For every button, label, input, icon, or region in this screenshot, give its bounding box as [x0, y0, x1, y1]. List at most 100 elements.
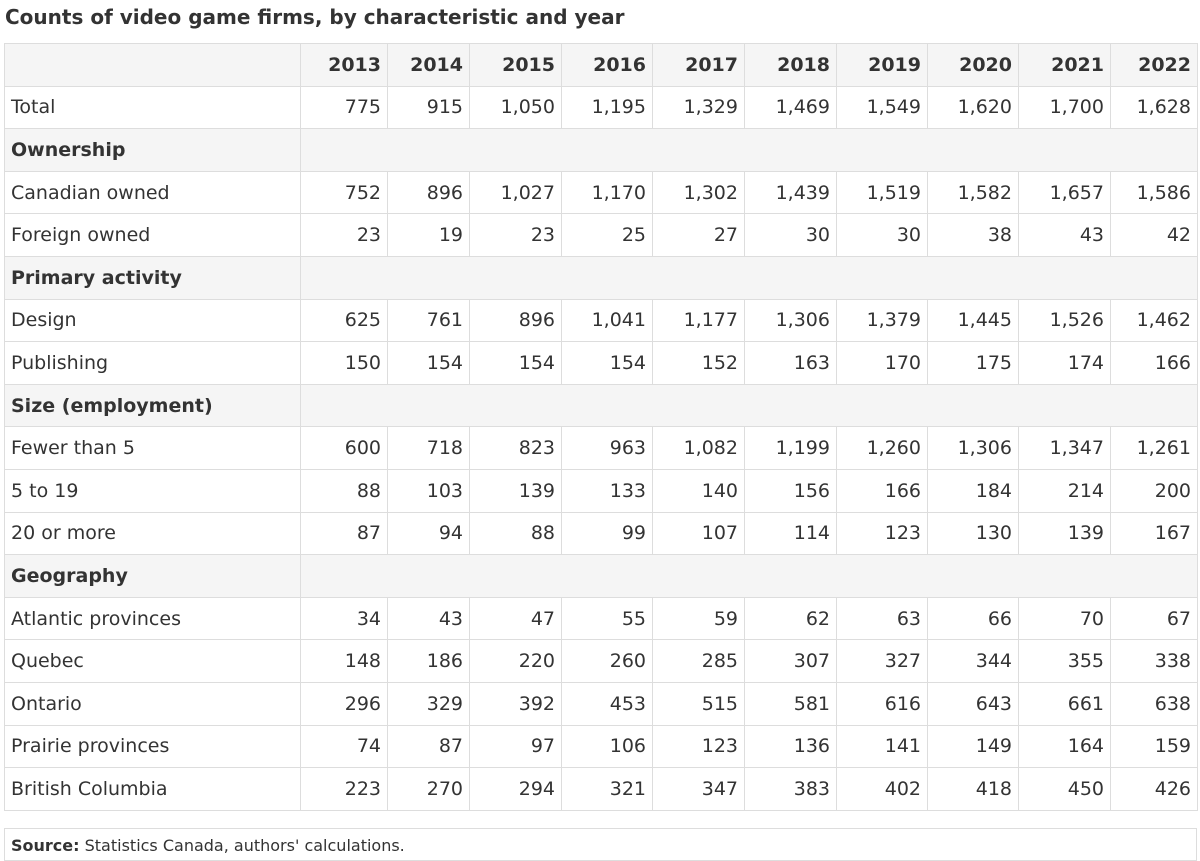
year-header: 2020 [927, 43, 1019, 87]
section-fill-cell [300, 383, 1198, 428]
row-label: Canadian owned [4, 170, 301, 215]
row-label: Atlantic provinces [4, 596, 301, 641]
table-row: 20 or more 87 94 88 99 107 114 123 130 139 167 [4, 511, 1198, 556]
value-cell: 775 [300, 85, 388, 130]
header-corner-cell [4, 43, 301, 87]
value-cell: 214 [1018, 468, 1111, 513]
value-cell: 1,082 [652, 426, 745, 470]
value-cell: 1,195 [561, 85, 653, 130]
value-cell: 42 [1110, 213, 1198, 257]
row-label: Ontario [4, 681, 301, 726]
table-row: British Columbia 223 270 294 321 347 383 402 418… [4, 767, 1198, 811]
value-cell: 1,041 [561, 298, 653, 343]
value-cell: 106 [561, 724, 653, 769]
value-cell: 133 [561, 468, 653, 513]
table-row: Total 775 915 1,050 1,195 1,329 1,469 1,549 1,62… [4, 85, 1198, 130]
section-row: Ownership [4, 128, 1198, 172]
value-cell: 1,306 [744, 298, 837, 343]
value-cell: 1,027 [469, 170, 562, 215]
value-cell: 30 [744, 213, 837, 257]
value-cell: 1,347 [1018, 426, 1111, 470]
value-cell: 154 [469, 341, 562, 385]
value-cell: 87 [300, 511, 388, 556]
value-cell: 130 [927, 511, 1019, 556]
table-row: Foreign owned 23 19 23 25 27 30 30 38 43 42 [4, 213, 1198, 257]
value-cell: 186 [387, 639, 470, 683]
value-cell: 338 [1110, 639, 1198, 683]
value-cell: 1,620 [927, 85, 1019, 130]
value-cell: 1,549 [836, 85, 928, 130]
section-fill-cell [300, 128, 1198, 172]
value-cell: 25 [561, 213, 653, 257]
value-cell: 661 [1018, 681, 1111, 726]
value-cell: 30 [836, 213, 928, 257]
row-label: Publishing [4, 341, 301, 385]
value-cell: 1,050 [469, 85, 562, 130]
value-cell: 174 [1018, 341, 1111, 385]
value-cell: 70 [1018, 596, 1111, 641]
value-cell: 34 [300, 596, 388, 641]
value-cell: 260 [561, 639, 653, 683]
section-row: Primary activity [4, 255, 1198, 300]
value-cell: 329 [387, 681, 470, 726]
value-cell: 392 [469, 681, 562, 726]
table-row: Fewer than 5 600 718 823 963 1,082 1,199 1,260 1… [4, 426, 1198, 470]
value-cell: 141 [836, 724, 928, 769]
value-cell: 1,586 [1110, 170, 1198, 215]
table-title: Counts of video game firms, by character… [5, 5, 625, 29]
value-cell: 167 [1110, 511, 1198, 556]
value-cell: 1,462 [1110, 298, 1198, 343]
value-cell: 154 [561, 341, 653, 385]
value-cell: 59 [652, 596, 745, 641]
value-cell: 643 [927, 681, 1019, 726]
value-cell: 383 [744, 767, 837, 811]
year-header: 2015 [469, 43, 562, 87]
value-cell: 285 [652, 639, 745, 683]
value-cell: 139 [469, 468, 562, 513]
section-heading: Ownership [4, 128, 301, 172]
value-cell: 47 [469, 596, 562, 641]
value-cell: 718 [387, 426, 470, 470]
value-cell: 915 [387, 85, 470, 130]
source-text: Statistics Canada, authors' calculations… [84, 836, 405, 855]
value-cell: 1,469 [744, 85, 837, 130]
value-cell: 164 [1018, 724, 1111, 769]
value-cell: 1,526 [1018, 298, 1111, 343]
value-cell: 38 [927, 213, 1019, 257]
value-cell: 123 [652, 724, 745, 769]
value-cell: 62 [744, 596, 837, 641]
value-cell: 616 [836, 681, 928, 726]
year-header: 2021 [1018, 43, 1111, 87]
value-cell: 1,445 [927, 298, 1019, 343]
value-cell: 156 [744, 468, 837, 513]
section-row: Size (employment) [4, 383, 1198, 428]
value-cell: 200 [1110, 468, 1198, 513]
value-cell: 1,329 [652, 85, 745, 130]
row-label: 5 to 19 [4, 468, 301, 513]
row-label: Prairie provinces [4, 724, 301, 769]
value-cell: 761 [387, 298, 470, 343]
value-cell: 88 [300, 468, 388, 513]
section-row: Geography [4, 554, 1198, 598]
value-cell: 625 [300, 298, 388, 343]
value-cell: 223 [300, 767, 388, 811]
value-cell: 450 [1018, 767, 1111, 811]
value-cell: 1,302 [652, 170, 745, 215]
value-cell: 97 [469, 724, 562, 769]
value-cell: 1,657 [1018, 170, 1111, 215]
value-cell: 88 [469, 511, 562, 556]
value-cell: 347 [652, 767, 745, 811]
section-fill-cell [300, 554, 1198, 598]
year-header: 2017 [652, 43, 745, 87]
value-cell: 752 [300, 170, 388, 215]
value-cell: 136 [744, 724, 837, 769]
table-row: Atlantic provinces 34 43 47 55 59 62 63 66 70 67 [4, 596, 1198, 641]
value-cell: 327 [836, 639, 928, 683]
table-row: Quebec 148 186 220 260 285 307 327 344 355 338 [4, 639, 1198, 683]
data-table: 2013 2014 2015 2016 2017 2018 2019 2020 … [4, 43, 1198, 811]
value-cell: 418 [927, 767, 1019, 811]
value-cell: 148 [300, 639, 388, 683]
value-cell: 344 [927, 639, 1019, 683]
value-cell: 453 [561, 681, 653, 726]
value-cell: 963 [561, 426, 653, 470]
